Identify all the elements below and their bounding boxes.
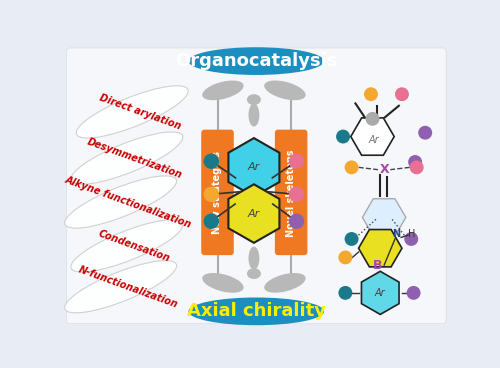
Text: N: N <box>392 229 400 239</box>
Polygon shape <box>228 138 280 197</box>
Circle shape <box>338 286 352 300</box>
Circle shape <box>344 232 358 246</box>
Text: Ar: Ar <box>248 162 260 172</box>
Ellipse shape <box>247 268 261 279</box>
Polygon shape <box>362 271 399 314</box>
Text: H: H <box>408 229 415 239</box>
Ellipse shape <box>71 132 183 184</box>
Polygon shape <box>228 184 280 243</box>
Circle shape <box>408 155 422 169</box>
Text: New strategies: New strategies <box>212 151 222 234</box>
Ellipse shape <box>188 47 324 75</box>
FancyBboxPatch shape <box>275 130 308 255</box>
Text: Organocatalysis: Organocatalysis <box>175 52 338 70</box>
Ellipse shape <box>248 103 260 127</box>
Text: Axial chirality: Axial chirality <box>187 302 326 321</box>
Text: Ar: Ar <box>248 209 260 219</box>
Ellipse shape <box>264 81 306 100</box>
Ellipse shape <box>64 176 176 228</box>
Text: N-functionalization: N-functionalization <box>77 264 180 309</box>
Text: B: B <box>373 259 382 272</box>
Polygon shape <box>362 199 406 236</box>
Circle shape <box>289 153 304 169</box>
Circle shape <box>289 213 304 229</box>
Ellipse shape <box>248 247 260 270</box>
FancyBboxPatch shape <box>201 130 234 255</box>
Text: Direct arylation: Direct arylation <box>98 92 182 131</box>
Ellipse shape <box>76 86 188 138</box>
Text: Ar: Ar <box>375 288 386 298</box>
Text: Alkyne functionalization: Alkyne functionalization <box>64 174 193 230</box>
Ellipse shape <box>64 261 176 313</box>
FancyBboxPatch shape <box>66 48 446 324</box>
Circle shape <box>204 187 219 202</box>
Circle shape <box>364 87 378 101</box>
Circle shape <box>418 126 432 139</box>
Circle shape <box>204 213 219 229</box>
Ellipse shape <box>71 220 183 272</box>
Text: Ar: Ar <box>368 135 380 145</box>
Ellipse shape <box>202 273 243 293</box>
Circle shape <box>344 160 358 174</box>
Circle shape <box>204 153 219 169</box>
Circle shape <box>395 87 409 101</box>
Text: X: X <box>380 163 389 176</box>
Ellipse shape <box>247 94 261 105</box>
Ellipse shape <box>264 273 306 293</box>
Polygon shape <box>358 230 402 267</box>
Ellipse shape <box>202 81 243 100</box>
Ellipse shape <box>188 297 324 325</box>
Circle shape <box>338 251 352 264</box>
Circle shape <box>406 286 420 300</box>
Circle shape <box>410 160 424 174</box>
Text: Desymmetrization: Desymmetrization <box>86 136 184 180</box>
Circle shape <box>366 112 380 126</box>
Circle shape <box>336 130 350 144</box>
Polygon shape <box>351 118 394 155</box>
Circle shape <box>404 232 418 246</box>
Text: Novel skeletons: Novel skeletons <box>286 149 296 237</box>
Circle shape <box>289 187 304 202</box>
Text: Condensation: Condensation <box>98 228 172 263</box>
